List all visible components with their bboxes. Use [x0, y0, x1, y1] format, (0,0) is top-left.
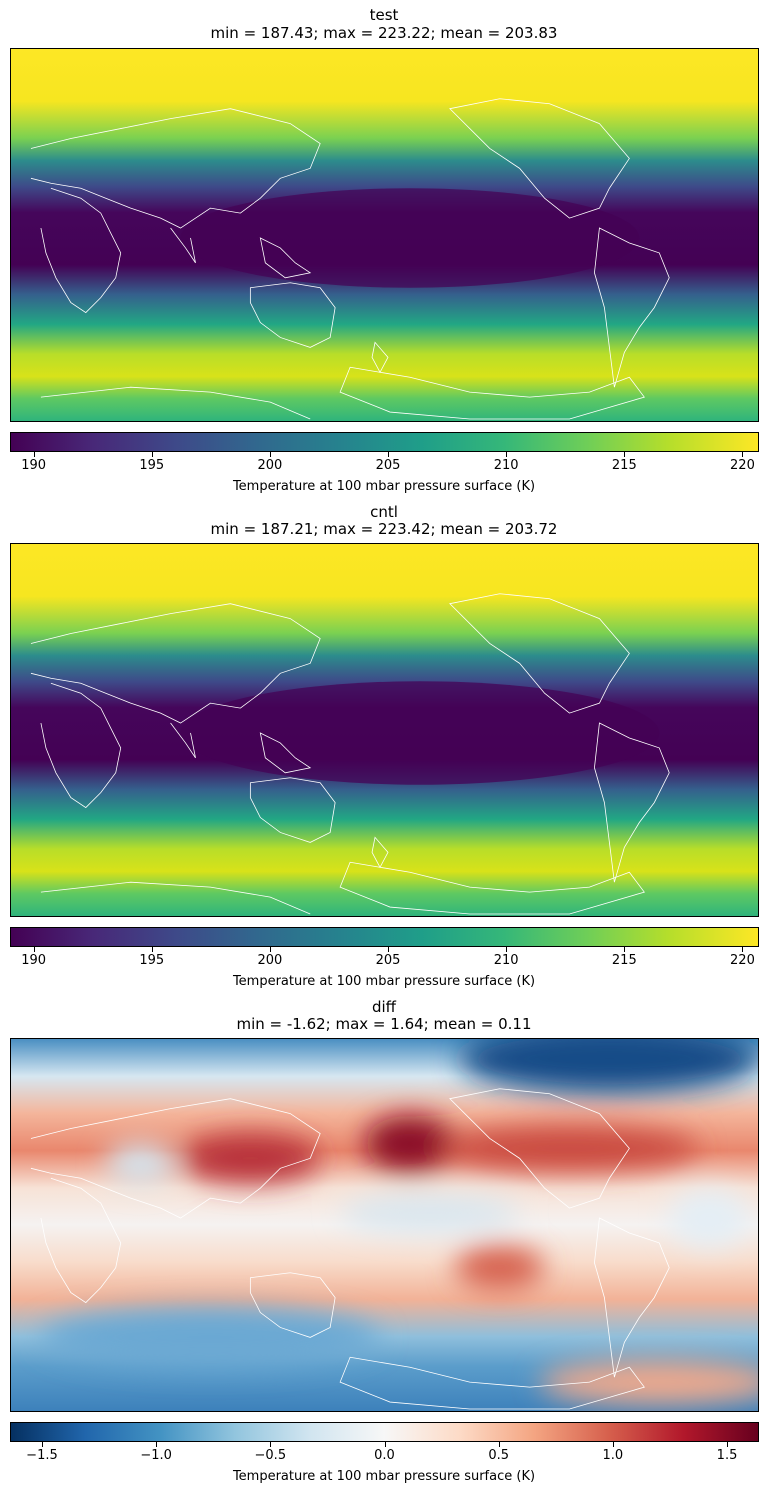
colorbar-tick-label: 190: [21, 953, 47, 968]
colorbar-tick-label: 210: [493, 458, 519, 473]
colorbar-tick: [624, 947, 626, 952]
colorbar-tick-label: −1.0: [140, 1448, 172, 1463]
colorbar-tick: [41, 1442, 43, 1447]
colorbar-tick: [270, 1442, 272, 1447]
colorbar-tick: [156, 1442, 158, 1447]
colorbar-diff: [10, 1422, 759, 1442]
panel-subtitle-diff: min = -1.62; max = 1.64; mean = 0.11: [236, 1015, 532, 1033]
map-test: [10, 48, 759, 422]
colorbar-tick-label: 200: [257, 953, 283, 968]
panel-title-diff: diff: [371, 998, 397, 1016]
colorbar-tick-label: 190: [21, 458, 47, 473]
colorbar-tick-label: 200: [257, 458, 283, 473]
panel-subtitle-cntl: min = 187.21; max = 223.42; mean = 203.7…: [210, 520, 558, 538]
coastlines-diff: [30, 1088, 670, 1410]
colorbar-tick-label: 205: [375, 458, 401, 473]
colorbar-tick: [498, 1442, 500, 1447]
colorbar-tick-label: 205: [375, 953, 401, 968]
colorbar-tick: [506, 947, 508, 952]
colorbar-tick-label: 1.5: [716, 1448, 738, 1463]
colorbar-tick: [269, 947, 271, 952]
colorbar-test: [10, 432, 759, 452]
colorbar-ticks-diff: −1.5 −1.0 −0.5 0.0 0.5 1.0 1.5: [10, 1442, 759, 1463]
colorbar-tick: [388, 452, 390, 457]
panel-title-test: test: [369, 6, 399, 24]
colorbar-tick: [151, 947, 153, 952]
colorbar-tick: [742, 947, 744, 952]
colorbar-tick: [269, 452, 271, 457]
colorbar-tick: [506, 452, 508, 457]
colorbar-tick: [151, 452, 153, 457]
colorbar-label-cntl: Temperature at 100 mbar pressure surface…: [232, 974, 536, 989]
colorbar-tick-label: 220: [730, 953, 755, 968]
panel-subtitle-test: min = 187.43; max = 223.22; mean = 203.8…: [210, 24, 558, 42]
colorbar-ticks-test: 190 195 200 205 210 215 220: [10, 452, 759, 473]
colorbar-tick: [384, 1442, 386, 1447]
colorbar-label-test: Temperature at 100 mbar pressure surface…: [232, 479, 536, 494]
colorbar-label-diff: Temperature at 100 mbar pressure surface…: [232, 1469, 536, 1484]
colorbar-tick-label: 210: [493, 953, 519, 968]
panel-title-cntl: cntl: [370, 503, 398, 521]
map-cntl: [10, 543, 759, 917]
colorbar-cntl: [10, 927, 759, 947]
colorbar-tick: [612, 1442, 614, 1447]
colorbar-tick-label: 0.5: [488, 1448, 510, 1463]
colorbar-tick-label: 1.0: [602, 1448, 624, 1463]
coastlines-cntl: [30, 593, 670, 915]
colorbar-tick-label: 0.0: [374, 1448, 395, 1463]
colorbar-tick: [33, 452, 35, 457]
map-diff: [10, 1038, 759, 1412]
colorbar-tick-label: −1.5: [26, 1448, 58, 1463]
colorbar-tick-label: 195: [139, 953, 165, 968]
colorbar-tick: [742, 452, 744, 457]
colorbar-tick-label: −0.5: [254, 1448, 287, 1463]
colorbar-tick-label: 215: [611, 458, 637, 473]
colorbar-tick-label: 215: [611, 953, 637, 968]
colorbar-tick: [33, 947, 35, 952]
colorbar-tick: [624, 452, 626, 457]
colorbar-tick: [388, 947, 390, 952]
map-svg-diff: [11, 1039, 758, 1411]
map-svg-cntl: [11, 544, 758, 916]
coastlines-test: [30, 98, 670, 420]
colorbar-tick-label: 195: [139, 458, 165, 473]
colorbar-ticks-cntl: 190 195 200 205 210 215 220: [10, 947, 759, 968]
colorbar-tick-label: 220: [730, 458, 755, 473]
colorbar-tick: [727, 1442, 729, 1447]
map-svg-test: [11, 49, 758, 421]
